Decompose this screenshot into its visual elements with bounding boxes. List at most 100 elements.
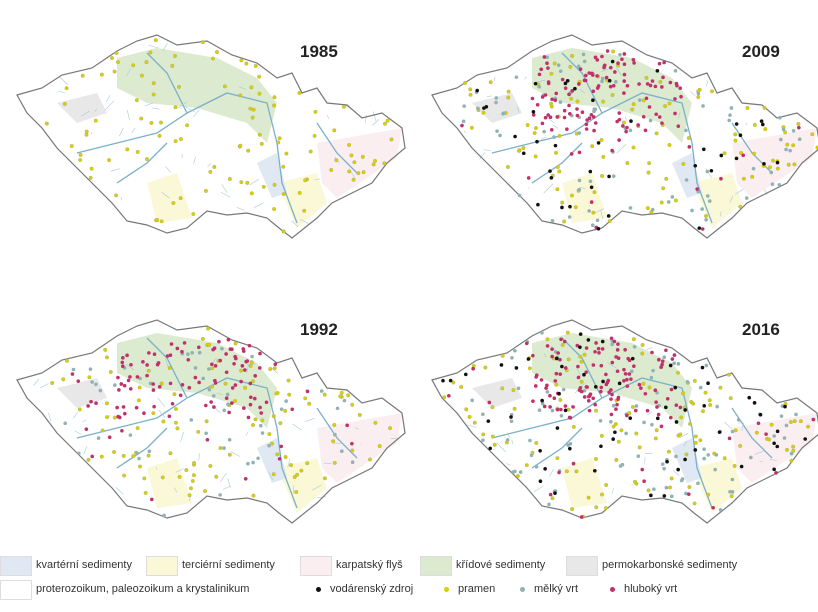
hluboky-vrt-point [556, 351, 560, 355]
pramen-point [190, 479, 195, 483]
hluboky-vrt-point [168, 381, 173, 386]
pramen-point [679, 415, 684, 420]
hluboky-vrt-point [193, 375, 198, 380]
hluboky-vrt-point [259, 411, 264, 415]
pramen-point [204, 419, 209, 424]
hluboky-vrt-point [240, 364, 245, 368]
melky-vrt-point [662, 466, 666, 471]
hluboky-vrt-point [622, 62, 627, 67]
hluboky-vrt-point [584, 127, 589, 131]
pramen-point [139, 73, 144, 78]
pramen-point [114, 51, 119, 55]
hluboky-vrt-point [180, 382, 185, 387]
hluboky-vrt-point [135, 375, 140, 379]
hluboky-vrt-point [608, 65, 613, 70]
hluboky-vrt-point [622, 72, 627, 77]
hluboky-vrt-point [531, 353, 535, 358]
hluboky-vrt-point [653, 84, 658, 89]
melky-vrt-point [673, 68, 678, 73]
pramen-point [646, 488, 651, 493]
vodarensky-zdroj-point [772, 467, 776, 472]
hluboky-vrt-point [657, 115, 662, 119]
hluboky-vrt-point [597, 351, 601, 355]
hluboky-vrt-point [592, 128, 596, 133]
hluboky-vrt-point [589, 112, 594, 117]
vodarensky-zdroj-point [543, 466, 547, 471]
pramen-point [303, 178, 308, 183]
stream [161, 191, 170, 199]
melky-vrt-point [714, 453, 719, 457]
hluboky-vrt-point [549, 128, 554, 132]
melky-vrt-point [559, 413, 564, 418]
melky-vrt-point [511, 470, 516, 474]
hluboky-vrt-point [674, 81, 679, 86]
melky-vrt-point [662, 355, 667, 360]
pramen-point [710, 89, 714, 94]
hluboky-vrt-point [204, 403, 208, 408]
stream [552, 124, 559, 129]
stream [540, 136, 547, 140]
stream [494, 76, 496, 81]
melky-vrt-point [581, 52, 586, 57]
stream [220, 192, 231, 198]
pramen-point [625, 161, 630, 166]
hluboky-vrt-point [156, 361, 161, 365]
hluboky-vrt-point [647, 105, 652, 109]
pramen-point [555, 165, 560, 170]
pramen-point [281, 164, 286, 169]
pramen-point [687, 485, 692, 490]
stream [94, 108, 98, 112]
pramen-point [287, 392, 292, 397]
hluboky-vrt-point [553, 98, 558, 103]
melky-vrt-point [135, 451, 139, 456]
hluboky-vrt-point [89, 399, 93, 404]
vodarensky-zdroj-point [565, 78, 570, 83]
hluboky-vrt-point [151, 388, 156, 392]
melky-vrt-point [628, 206, 633, 210]
pramen-point [810, 132, 815, 137]
melky-vrt-point [333, 432, 337, 437]
hluboky-vrt-point [700, 227, 705, 231]
melky-vrt-point [730, 477, 735, 482]
pramen-point [592, 190, 597, 195]
melky-vrt-point [558, 100, 563, 104]
hluboky-vrt-point [258, 351, 262, 356]
hluboky-vrt-point [550, 97, 554, 102]
legend-dot-melky [520, 587, 525, 592]
stream [126, 68, 131, 77]
melky-vrt-point [637, 98, 642, 102]
pramen-point [200, 336, 205, 341]
melky-vrt-point [222, 408, 227, 413]
hluboky-vrt-point [609, 336, 614, 341]
stream [536, 79, 546, 83]
melky-vrt-point [494, 100, 498, 105]
hluboky-vrt-point [645, 82, 650, 86]
pramen-point [192, 473, 196, 478]
melky-vrt-point [736, 418, 741, 422]
stream [672, 470, 680, 476]
hluboky-vrt-point [248, 395, 253, 400]
pramen-point [295, 472, 300, 477]
stream [193, 156, 196, 164]
vodarensky-zdroj-point [610, 59, 615, 64]
hluboky-vrt-point [119, 382, 124, 386]
pramen-point [153, 38, 158, 43]
pramen-point [272, 103, 277, 108]
pramen-point [704, 214, 708, 218]
hluboky-vrt-point [290, 407, 295, 412]
pramen-point [110, 56, 114, 60]
stream [207, 163, 212, 167]
hluboky-vrt-point [604, 372, 608, 377]
pramen-point [297, 90, 302, 95]
melky-vrt-point [561, 387, 566, 392]
pramen-point [549, 71, 554, 76]
pramen-point [248, 106, 253, 111]
hluboky-vrt-point [531, 399, 535, 403]
river [491, 337, 603, 439]
stream [745, 123, 748, 126]
hluboky-vrt-point [625, 125, 629, 130]
hluboky-vrt-point [678, 86, 683, 90]
pramen-point [215, 50, 219, 54]
pramen-point [44, 121, 49, 126]
melky-vrt-point [162, 513, 166, 518]
